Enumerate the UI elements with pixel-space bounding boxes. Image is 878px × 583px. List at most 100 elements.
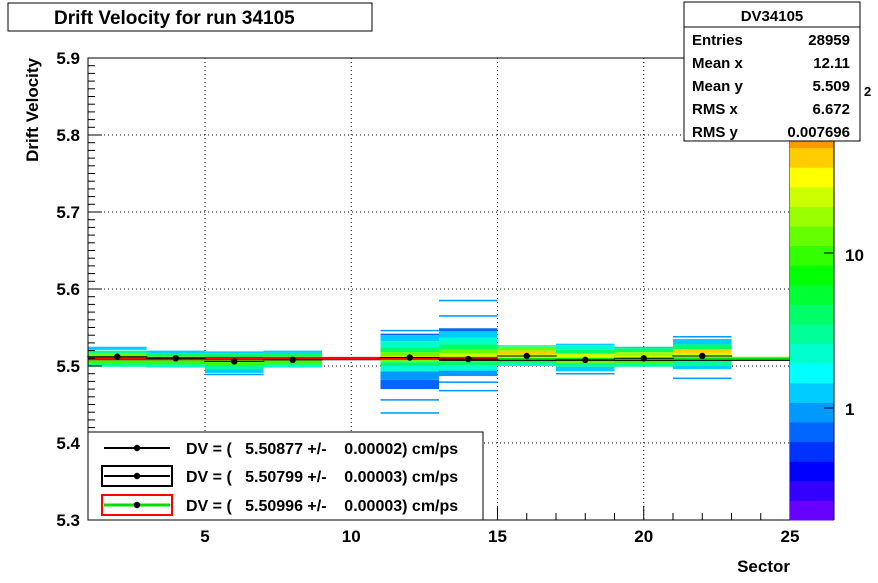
density-cell <box>146 360 205 365</box>
legend-label: DV = ( 5.50996 +/- 0.00003) cm/ps <box>186 498 458 515</box>
y-tick-label: 5.6 <box>56 280 80 299</box>
profile-points <box>87 352 733 365</box>
stats-frame <box>683 1 861 142</box>
density-cell <box>380 335 439 342</box>
density-cell <box>731 356 790 359</box>
profile-point <box>699 352 706 360</box>
density-cell <box>439 353 498 358</box>
density-cell <box>263 352 322 357</box>
density-cell <box>497 345 556 347</box>
legend-point <box>133 472 141 480</box>
palette-label-1: 1 <box>845 400 854 419</box>
density-cell <box>146 350 205 354</box>
density-cell <box>439 299 498 302</box>
palette-band <box>790 441 834 462</box>
density-cell <box>439 381 498 383</box>
y-axis: 5.3 5.4 5.5 5.6 5.7 5.8 5.9 <box>56 49 102 530</box>
density-cell <box>556 345 615 350</box>
y-tick-label: 5.3 <box>56 511 80 530</box>
density-cell <box>556 362 615 367</box>
x-tick-label: 25 <box>781 527 800 546</box>
palette-band <box>790 226 834 247</box>
density-cell <box>497 362 556 366</box>
density-cell <box>439 389 498 392</box>
density-cell <box>439 331 498 338</box>
density-cell <box>614 352 673 356</box>
density-cell <box>263 364 322 368</box>
stats-row-label: RMS y <box>692 124 739 141</box>
y-axis-title: Drift Velocity <box>23 57 42 161</box>
density-cell <box>205 373 264 376</box>
palette-band <box>790 206 834 227</box>
density-cell <box>380 341 439 348</box>
density-cell <box>205 353 264 358</box>
density-cell <box>614 348 673 353</box>
title-box <box>7 2 373 32</box>
palette-band <box>790 324 834 345</box>
palette-label-100-exponent: 2 <box>864 84 871 99</box>
density-cell <box>556 349 615 354</box>
x-tick-label: 15 <box>488 527 507 546</box>
density-cell <box>263 350 322 353</box>
palette-label-10: 10 <box>845 246 864 265</box>
density-cell <box>497 346 556 351</box>
density-cell <box>380 352 439 356</box>
density-cell <box>614 363 673 367</box>
palette-band <box>790 186 834 207</box>
stats-title: DV34105 <box>741 8 804 25</box>
density-cell <box>88 346 147 350</box>
x-tick-label: 10 <box>342 527 361 546</box>
profile-point <box>172 355 179 362</box>
density-cell <box>380 412 439 414</box>
profile-point <box>114 353 121 360</box>
palette-band <box>790 265 834 286</box>
stats-row-value: 0.007696 <box>787 124 850 141</box>
palette-band <box>790 422 834 443</box>
density-cell <box>439 328 498 332</box>
density-cell <box>673 344 732 350</box>
x-tick-label: 20 <box>634 527 653 546</box>
palette-band <box>790 304 834 325</box>
density-cell <box>88 360 147 364</box>
density-cell <box>205 369 264 373</box>
density-cell <box>439 337 498 345</box>
chart-title: Drift Velocity for run 34105 <box>54 8 295 29</box>
profile-point <box>231 358 238 365</box>
palette-band <box>790 343 834 364</box>
profile-point <box>523 352 530 360</box>
palette-band <box>790 147 834 168</box>
density-cell <box>497 359 556 363</box>
density-cell <box>88 350 147 354</box>
palette-band <box>790 461 834 482</box>
density-cell <box>380 329 439 332</box>
stats-row-label: Mean y <box>692 78 744 95</box>
density-cell <box>88 363 147 367</box>
density-cell <box>439 315 498 317</box>
density-cell <box>614 346 673 349</box>
color-palette <box>790 128 835 521</box>
palette-band <box>790 284 834 305</box>
palette-band <box>790 363 834 384</box>
density-cell <box>673 335 732 338</box>
x-tick-label: 5 <box>200 527 209 546</box>
y-tick-label: 5.8 <box>56 126 80 145</box>
y-tick-label: 5.9 <box>56 49 80 68</box>
y-tick-label: 5.4 <box>56 434 80 453</box>
stats-row-value: 5.509 <box>812 78 850 95</box>
density-cell <box>614 359 673 364</box>
y-tick-label: 5.5 <box>56 357 80 376</box>
density-cell <box>439 344 498 350</box>
stats-box: DV34105 Entries 28959 Mean x 12.11 Mean y 5.5… <box>683 1 861 142</box>
density-cell <box>380 347 439 353</box>
density-cell <box>380 333 439 336</box>
density-cell <box>556 343 615 346</box>
stats-row-label: Mean x <box>692 55 744 72</box>
profile-point <box>582 356 589 364</box>
density-cell <box>556 372 615 375</box>
density-cell <box>380 379 439 390</box>
profile-point <box>406 354 413 361</box>
palette-band <box>790 500 834 521</box>
legend-label: DV = ( 5.50799 +/- 0.00003) cm/ps <box>186 469 458 486</box>
